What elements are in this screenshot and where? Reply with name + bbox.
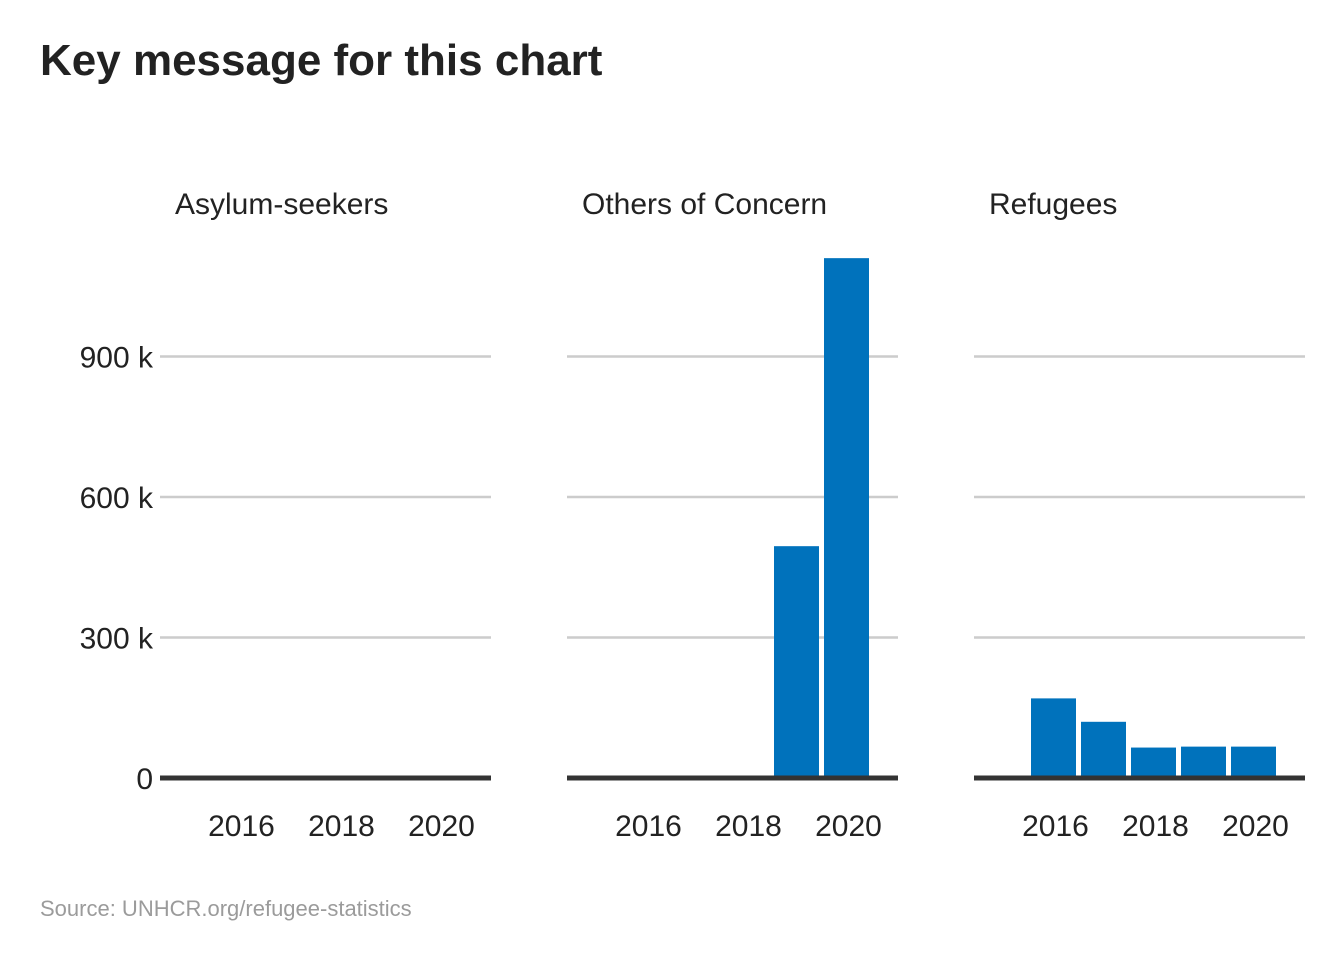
y-tick-label: 900 k: [80, 342, 154, 375]
bar-refugees-2020: [1231, 746, 1276, 778]
y-tick-label: 600 k: [80, 482, 154, 515]
y-tick-label: 0: [136, 763, 153, 796]
x-tick-label: 2018: [715, 810, 782, 843]
bar-refugees-2019: [1181, 746, 1226, 778]
x-tick-label: 2020: [1222, 810, 1289, 843]
chart-panels: Asylum-seekers 2016 2018 2020 Others of Conc…: [80, 188, 1305, 843]
x-tick-label: 2016: [615, 810, 682, 843]
x-tick-label: 2018: [308, 810, 375, 843]
panel-title-refugees: Refugees: [989, 188, 1117, 221]
x-tick-label: 2020: [408, 810, 475, 843]
panel-title-others-of-concern: Others of Concern: [582, 188, 827, 221]
bar-refugees-2016: [1031, 698, 1076, 778]
x-tick-label: 2016: [208, 810, 275, 843]
panel-title-asylum-seekers: Asylum-seekers: [175, 188, 388, 221]
y-tick-label: 300 k: [80, 623, 154, 656]
x-tick-label: 2016: [1022, 810, 1089, 843]
bar-others-of-concern-2019: [774, 546, 819, 778]
x-tick-label: 2020: [815, 810, 882, 843]
chart-title: Key message for this chart: [40, 36, 603, 85]
bar-refugees-2018: [1131, 747, 1176, 778]
source-note: Source: UNHCR.org/refugee-statistics: [40, 896, 412, 921]
bar-others-of-concern-2020: [824, 258, 869, 778]
x-tick-label: 2018: [1122, 810, 1189, 843]
bar-refugees-2017: [1081, 721, 1126, 778]
